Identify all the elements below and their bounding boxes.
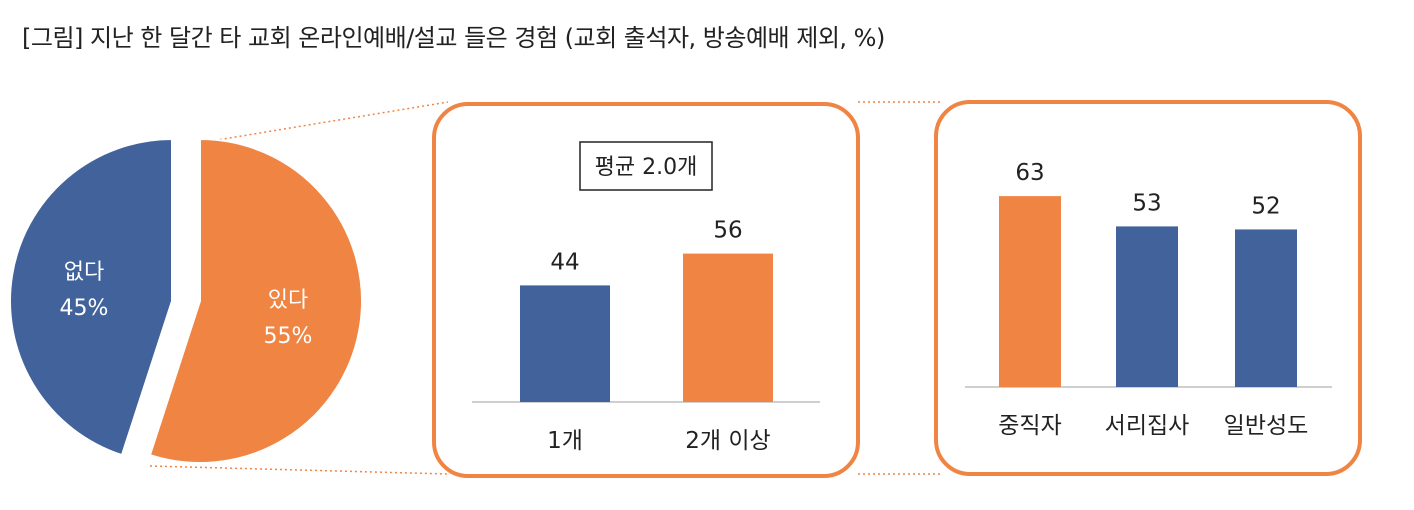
bar-chart-role: 63 중직자 53 서리집사 52 일반성도 [965,160,1332,439]
bar-value-label-1: 63 [1015,160,1044,186]
panel-frame-count [432,102,860,478]
panel-frame-role [934,100,1362,476]
average-box [579,141,713,191]
bar-1 [520,285,610,402]
bar-value-label-2: 53 [1132,190,1161,216]
bar-value-label-2: 56 [713,218,742,244]
pie-slice-label-1: 있다 55% [264,288,313,349]
bar-value-label-3: 52 [1251,193,1280,219]
bar-chart-count: 44 1개 56 2개 이상 [472,218,820,454]
bar-2 [1116,226,1178,387]
bar-2 [683,253,773,402]
bar-3 [1235,229,1297,387]
category-label-1: 1개 [547,428,583,454]
category-label-3: 일반성도 [1224,413,1309,439]
average-annotation: 평균 2.0개 [595,155,698,180]
pie-slice-1 [148,137,363,464]
connector-line-top [204,101,449,143]
pie-slice-label-2: 없다 45% [60,260,109,321]
category-label-2: 서리집사 [1105,413,1190,439]
category-label-2: 2개 이상 [685,428,770,454]
pie-slice-2 [9,137,173,457]
connector-line-bottom [149,465,449,475]
category-label-1: 중직자 [998,413,1061,439]
chart-title: [그림] 지난 한 달간 타 교회 온라인예배/설교 들은 경험 (교회 출석자… [22,24,885,52]
bar-value-label-1: 44 [550,249,579,275]
bar-1 [999,196,1061,387]
pie-chart: 있다 55% 없다 45% [9,137,363,464]
